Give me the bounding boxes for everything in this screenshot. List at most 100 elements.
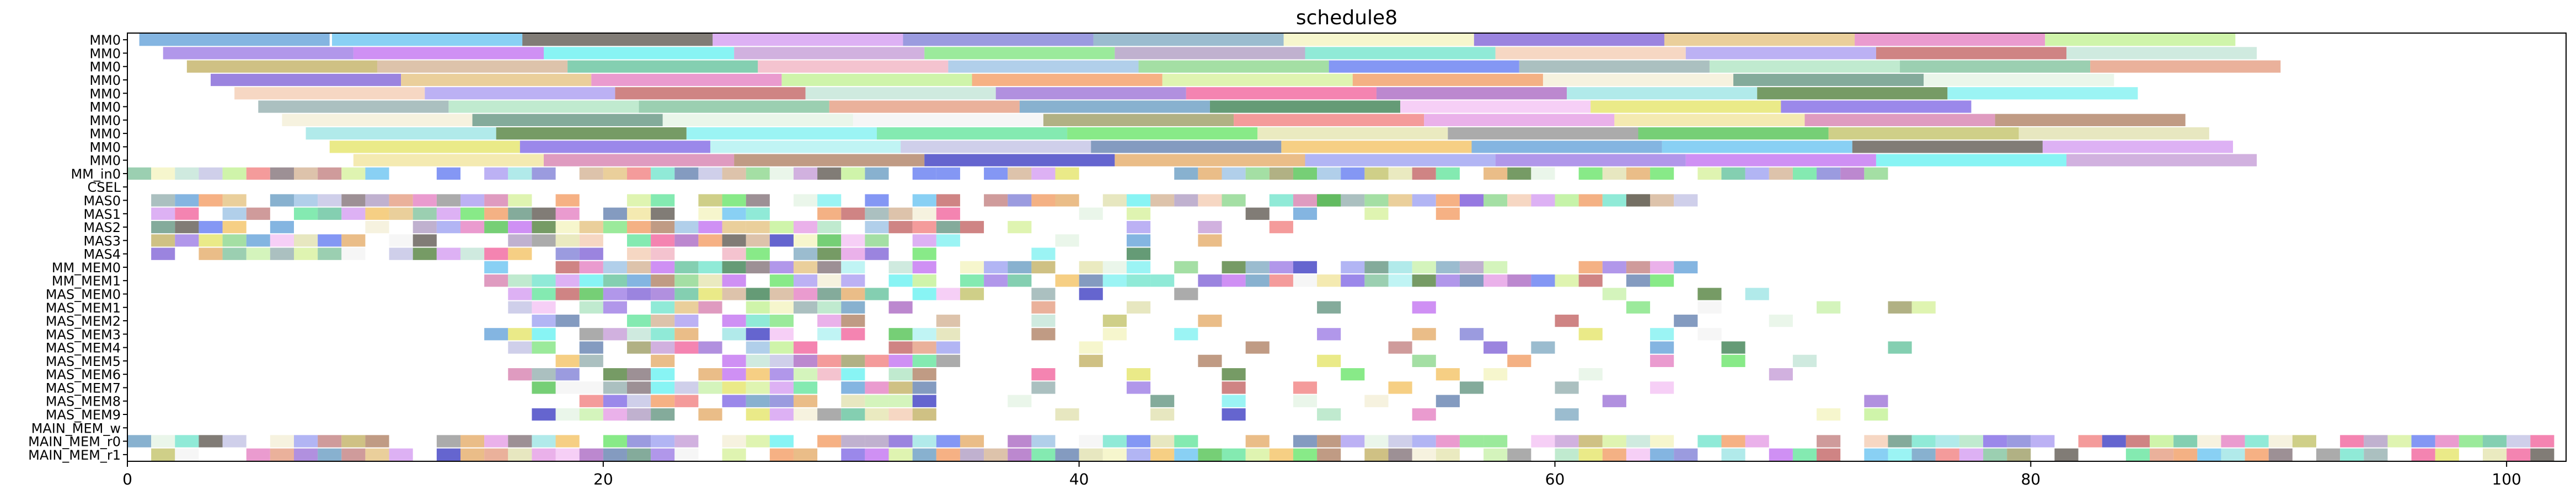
mm0-task-bar [853, 114, 1043, 126]
task-box [1031, 314, 1056, 327]
y-tick-label: MAS_MEM1 [46, 300, 121, 316]
task-box [793, 288, 818, 300]
task-box [912, 448, 936, 461]
mm0-task-bar [1876, 47, 2067, 60]
task-box [1055, 167, 1079, 180]
task-box [603, 395, 627, 407]
task-box [626, 314, 651, 327]
task-box [674, 395, 699, 407]
task-box [1507, 274, 1531, 287]
task-box [2435, 435, 2459, 448]
task-box [1650, 381, 1674, 394]
task-box [1578, 448, 1603, 461]
task-box [1388, 194, 1412, 207]
mm0-task-bar [258, 100, 449, 113]
task-box [508, 448, 532, 461]
task-box [698, 194, 722, 207]
task-box [793, 167, 818, 180]
task-box [1911, 301, 1936, 314]
task-box [651, 274, 675, 287]
task-box [674, 167, 699, 180]
mm0-task-bar [662, 114, 853, 126]
task-box [1222, 368, 1246, 381]
task-box [817, 194, 842, 207]
task-box [1459, 194, 1484, 207]
task-box [722, 261, 746, 274]
y-tick-label: MAIN_MEM_r1 [28, 448, 121, 463]
task-box [1792, 167, 1817, 180]
task-box [793, 341, 818, 354]
task-box [984, 448, 1008, 461]
task-box [769, 167, 794, 180]
task-box [746, 247, 770, 260]
task-box [246, 234, 270, 247]
task-box [1555, 194, 1579, 207]
task-box [769, 435, 794, 448]
mm0-task-bar [1138, 60, 1329, 73]
task-box [698, 274, 722, 287]
task-box [508, 435, 532, 448]
task-box [603, 167, 627, 180]
task-box [769, 354, 794, 368]
mm0-task-bar [1543, 73, 1734, 87]
task-box [817, 234, 842, 247]
task-box [1674, 314, 1698, 327]
task-box [912, 435, 936, 448]
task-box [888, 328, 913, 341]
task-box [270, 194, 294, 207]
task-box [865, 207, 889, 220]
task-box [1079, 448, 1103, 461]
task-box [698, 381, 722, 394]
task-box [222, 234, 247, 247]
mm0-task-bar [2066, 154, 2257, 166]
task-box [1769, 368, 1793, 381]
task-box [1269, 194, 1293, 207]
task-box [413, 207, 437, 220]
task-box [1388, 448, 1412, 461]
task-box [698, 301, 722, 314]
y-tick-label: CSEL [87, 180, 121, 195]
task-box [484, 448, 508, 461]
task-box [532, 328, 556, 341]
task-box [769, 368, 794, 381]
task-box [579, 341, 603, 354]
x-axis: 0 20 40 60 80 100 [122, 461, 2521, 488]
task-box [698, 341, 722, 354]
task-box [1650, 354, 1674, 368]
task-box [1484, 341, 1508, 354]
task-box [722, 288, 746, 300]
task-box [1983, 435, 2007, 448]
task-box [722, 167, 746, 180]
task-box [1412, 328, 1436, 341]
task-box [1055, 234, 1079, 247]
task-box [698, 220, 722, 234]
task-box [722, 207, 746, 220]
task-box [841, 234, 865, 247]
mm0-task-bar [1329, 60, 1519, 73]
task-box [293, 194, 318, 207]
mm0-task-bar [401, 73, 592, 87]
task-box [1198, 354, 1222, 368]
task-box [817, 314, 842, 327]
task-box [2268, 448, 2293, 461]
task-box [1293, 167, 1318, 180]
task-box [1222, 167, 1246, 180]
mm0-task-bar [332, 34, 523, 46]
task-box [1745, 288, 1769, 300]
task-box [841, 328, 865, 341]
task-box [1412, 301, 1436, 314]
task-box [722, 354, 746, 368]
task-box [389, 207, 413, 220]
task-box [1198, 274, 1222, 287]
task-box [246, 207, 270, 220]
mm0-task-bar [1855, 34, 2045, 46]
mm0-task-bar [1115, 154, 1305, 166]
task-box [746, 381, 770, 394]
task-box [1126, 448, 1151, 461]
task-box [1626, 194, 1651, 207]
plot-frame [127, 33, 2567, 462]
task-box [1578, 328, 1603, 341]
mm0-task-bar [163, 47, 354, 60]
task-box [2031, 435, 2055, 448]
task-box [1222, 381, 1246, 394]
